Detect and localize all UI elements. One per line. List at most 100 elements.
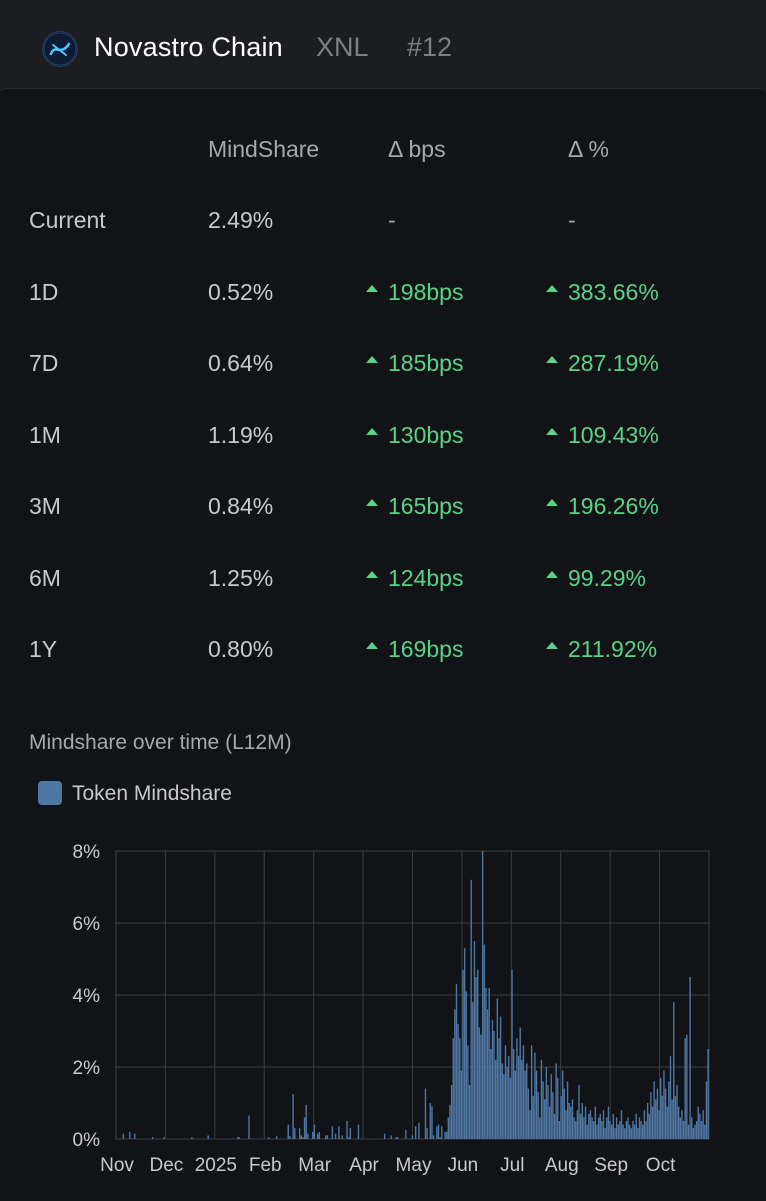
mindshare-panel <box>0 88 766 1201</box>
bar <box>307 1133 309 1139</box>
triangle-up-icon <box>366 499 378 506</box>
bar <box>584 1106 587 1139</box>
bar <box>313 1124 316 1139</box>
bar <box>441 1126 443 1139</box>
bar <box>545 1067 548 1139</box>
bar <box>455 984 458 1139</box>
delta-bps-1y-text: 169bps <box>388 636 464 662</box>
x-tick-label: Mar <box>298 1155 331 1176</box>
bar <box>558 1121 561 1139</box>
bar <box>704 1124 706 1139</box>
bar <box>467 1045 469 1139</box>
delta-pct-6m: 99.29% <box>546 565 646 592</box>
delta-bps-3m: 165bps <box>366 493 463 520</box>
bar <box>517 1056 520 1139</box>
bar <box>628 1124 631 1139</box>
row-label-1m: 1M <box>29 422 61 448</box>
x-tick-label: Jun <box>448 1155 479 1176</box>
bar <box>669 1056 672 1139</box>
bar <box>236 1137 239 1139</box>
delta-bps-1m: 130bps <box>366 422 463 449</box>
bar <box>612 1113 615 1139</box>
bar <box>677 1106 680 1139</box>
bar <box>527 1088 530 1139</box>
bar <box>514 1070 516 1139</box>
bar <box>542 1081 544 1139</box>
x-tick-label: Jul <box>500 1155 524 1176</box>
bar <box>289 1136 291 1139</box>
triangle-up-icon <box>546 499 558 506</box>
mindshare-value-3m: 0.84% <box>208 493 274 519</box>
bar <box>459 1038 461 1139</box>
bar <box>452 1038 454 1139</box>
bar <box>583 1117 585 1139</box>
bar <box>504 1045 507 1139</box>
bar <box>637 1128 639 1139</box>
row-label-6m: 6M <box>29 565 61 591</box>
token-name: Novastro Chain <box>94 32 283 62</box>
bar <box>692 1128 695 1139</box>
bar <box>633 1124 636 1139</box>
bar <box>488 987 490 1139</box>
bar <box>681 1110 683 1139</box>
bar <box>622 1124 624 1139</box>
legend-label-token-mindshare[interactable]: Token Mindshare <box>72 782 232 805</box>
bar <box>668 1081 670 1139</box>
column-header-mindshare: MindShare <box>208 136 320 162</box>
bar <box>450 1085 453 1139</box>
x-tick-label: Nov <box>100 1155 134 1176</box>
bar <box>334 1133 337 1139</box>
bar <box>325 1135 327 1139</box>
bar <box>676 1085 678 1139</box>
bar <box>122 1133 124 1139</box>
bar <box>589 1110 592 1139</box>
row-label-1y: 1Y <box>29 636 58 662</box>
bar <box>530 1045 533 1139</box>
bar <box>534 1052 536 1139</box>
bar <box>454 1009 456 1139</box>
bar <box>664 1088 667 1139</box>
bar <box>597 1117 600 1139</box>
triangle-up-icon <box>546 428 558 435</box>
bar <box>651 1106 654 1139</box>
delta-pct-1d: 383.66% <box>546 279 659 306</box>
bar <box>522 1045 525 1139</box>
legend-swatch-token-mindshare[interactable] <box>38 781 62 805</box>
delta-pct-1m-text: 109.43% <box>568 422 659 448</box>
x-tick-label: Dec <box>150 1155 184 1176</box>
bar <box>695 1121 698 1139</box>
bar <box>576 1110 579 1139</box>
bar <box>331 1126 334 1139</box>
bar <box>526 1063 528 1139</box>
bar <box>694 1124 696 1139</box>
bar <box>620 1110 623 1139</box>
bar <box>524 1070 526 1139</box>
token-ticker: XNL <box>316 32 369 62</box>
bar <box>581 1103 583 1139</box>
delta-bps-1m-text: 130bps <box>388 422 464 448</box>
token-rank: #12 <box>407 32 453 62</box>
delta-bps-3m-text: 165bps <box>388 493 464 519</box>
bar <box>431 1106 433 1139</box>
bar <box>682 1121 685 1139</box>
bar <box>267 1137 270 1139</box>
bar <box>705 1081 708 1139</box>
bar <box>638 1117 641 1139</box>
x-tick-label: Oct <box>646 1155 676 1176</box>
mindshare-value-6m: 1.25% <box>208 565 274 591</box>
bar <box>475 977 477 1139</box>
bar <box>650 1092 652 1139</box>
bar <box>663 1070 665 1139</box>
bar <box>610 1124 613 1139</box>
bar <box>493 1031 495 1139</box>
bar <box>571 1099 574 1139</box>
bar <box>588 1113 590 1139</box>
bar <box>658 1110 660 1139</box>
bar <box>490 1049 492 1139</box>
bar <box>396 1137 399 1139</box>
bar <box>568 1103 570 1139</box>
bar <box>444 1131 446 1139</box>
bar <box>292 1094 294 1139</box>
bar <box>687 1124 690 1139</box>
triangle-up-icon <box>546 356 558 363</box>
